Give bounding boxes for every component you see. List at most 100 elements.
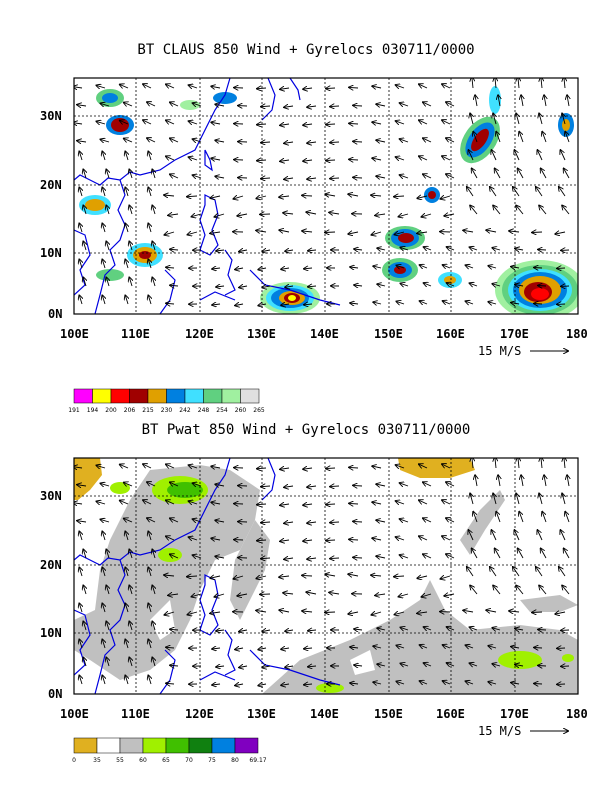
wind-vector <box>281 684 290 685</box>
wind-vector <box>498 475 500 487</box>
wind-vector <box>233 576 244 579</box>
wind-vector <box>235 684 244 686</box>
wind-vector <box>532 232 543 233</box>
x-tick-label: 170E <box>500 707 529 721</box>
wind-vector <box>152 241 155 251</box>
wind-vector <box>152 169 155 179</box>
wind-vector <box>325 574 336 576</box>
wind-vector <box>233 196 244 199</box>
wind-vector <box>280 468 290 469</box>
colorbar-swatch <box>110 388 130 404</box>
wind-vector <box>376 140 386 142</box>
wind-vector <box>492 284 501 286</box>
wind-vector <box>424 627 432 630</box>
wind-vector <box>555 232 566 234</box>
wind-vector <box>372 122 382 124</box>
wind-vector <box>353 141 363 142</box>
panel2-frame <box>73 457 579 695</box>
wind-vector <box>371 195 382 196</box>
wind-vector <box>148 603 151 613</box>
wind-vector <box>216 250 225 251</box>
wind-vector <box>189 537 198 540</box>
wind-vector <box>534 304 543 305</box>
wind-vector <box>148 151 151 161</box>
wind-vector <box>325 194 336 196</box>
wind-vector <box>285 250 294 251</box>
wind-vector <box>376 484 386 486</box>
wind-vector <box>281 648 290 649</box>
wind-vector <box>396 265 405 268</box>
wind-vector <box>147 138 156 142</box>
wind-vector <box>102 187 105 197</box>
wind-vector <box>562 493 565 505</box>
wind-vector <box>102 567 105 577</box>
wind-vector <box>396 465 405 468</box>
wind-vector <box>354 629 363 630</box>
wind-vector <box>423 518 432 522</box>
wind-vector <box>187 576 198 577</box>
panel2-x-axis: 100E 110E 120E 130E 140E 150E 160E 170E … <box>60 707 588 721</box>
y-tick-label: 10N <box>40 246 62 260</box>
wind-vector <box>307 486 317 487</box>
wind-vector <box>470 283 478 286</box>
wind-vector <box>396 121 405 124</box>
x-tick-label: 110E <box>121 707 150 721</box>
wind-vector <box>442 120 451 124</box>
wind-vector <box>189 85 198 88</box>
wind-vector <box>377 284 386 286</box>
wind-vector <box>279 576 290 577</box>
wind-vector <box>280 504 290 505</box>
wind-vector <box>170 285 179 286</box>
wind-vector <box>280 540 290 541</box>
wind-vector <box>419 536 428 540</box>
wind-vector <box>148 295 151 305</box>
wind-vector <box>279 196 290 197</box>
wind-vector <box>148 531 151 541</box>
wind-vector <box>463 610 474 612</box>
panel1-frame <box>73 77 579 315</box>
wind-vector <box>541 78 542 89</box>
wind-vector <box>559 187 566 197</box>
wind-vector <box>152 205 155 215</box>
wind-vector <box>83 169 86 179</box>
wind-vector <box>148 639 151 649</box>
wind-vector <box>534 648 543 649</box>
wind-vector <box>215 104 225 106</box>
x-tick-label: 160E <box>436 327 465 341</box>
wind-vector <box>125 151 128 161</box>
wind-vector <box>256 230 267 232</box>
wind-vector <box>400 627 409 630</box>
wind-vector <box>537 530 543 541</box>
wind-vector <box>424 663 432 666</box>
wind-vector <box>398 214 409 217</box>
wind-vector <box>83 277 86 287</box>
wind-vector <box>513 567 520 577</box>
panel1-map: 100E 110E 120E 130E 140E 150E 160E 170E … <box>40 77 588 414</box>
wind-vector <box>400 247 409 250</box>
wind-vector <box>262 666 271 668</box>
wind-vector <box>211 466 221 468</box>
wind-vector <box>470 493 473 505</box>
wind-vector <box>424 247 432 250</box>
wind-vector <box>261 106 271 107</box>
wind-vector <box>491 150 497 161</box>
wind-vector <box>376 556 386 558</box>
x-tick-label: 130E <box>247 327 276 341</box>
wind-vector <box>564 458 565 469</box>
wind-vector <box>283 593 294 594</box>
wind-vector <box>106 241 109 251</box>
wind-vector <box>257 160 267 161</box>
wind-vector <box>536 187 543 197</box>
wind-vector <box>350 267 359 268</box>
wind-vector <box>262 250 271 252</box>
wind-vector <box>470 586 478 595</box>
colorbar-swatch <box>211 737 236 754</box>
wind-vector <box>400 519 409 522</box>
wind-vector <box>170 665 179 666</box>
wind-vector <box>120 465 129 469</box>
wind-vector <box>100 519 110 522</box>
wind-vector <box>555 612 566 614</box>
wind-vector <box>125 531 128 541</box>
wind-vector <box>516 206 524 215</box>
wind-vector <box>539 206 547 215</box>
